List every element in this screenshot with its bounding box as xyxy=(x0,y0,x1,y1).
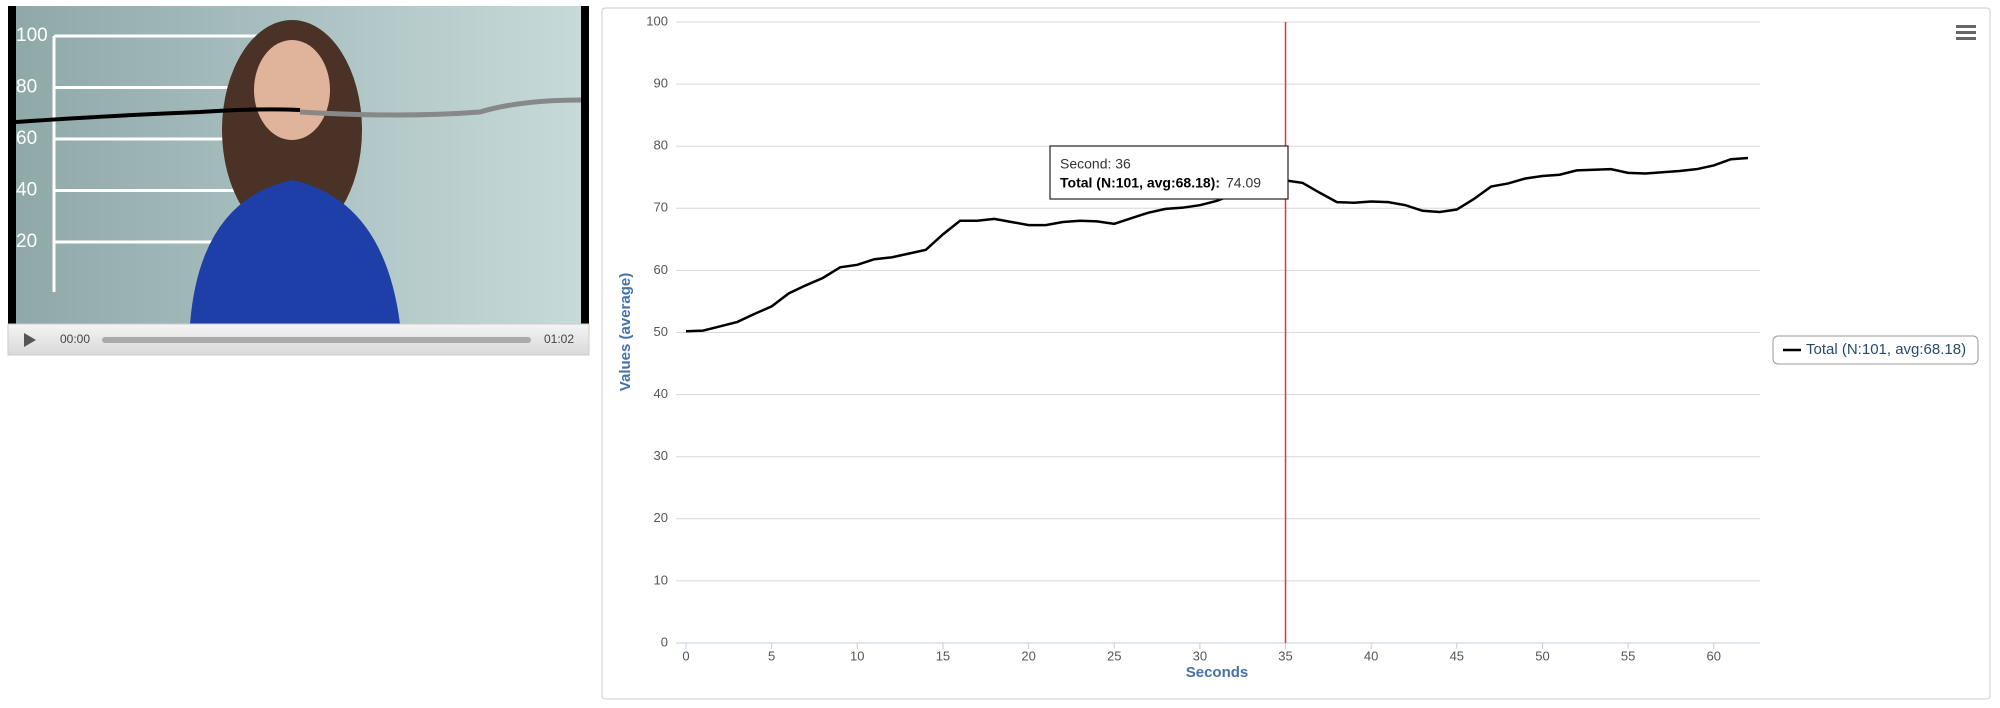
x-tick-label: 60 xyxy=(1707,648,1721,663)
series-line xyxy=(685,156,1749,333)
y-tick-label: 0 xyxy=(661,634,668,649)
overlay-label: 100 xyxy=(16,25,48,46)
x-tick-label: 55 xyxy=(1621,648,1635,663)
x-tick-label: 0 xyxy=(682,648,689,663)
legend-label[interactable]: Total (N:101, avg:68.18) xyxy=(1806,341,1966,358)
x-tick-label: 25 xyxy=(1107,648,1121,663)
duration: 01:02 xyxy=(544,332,574,346)
y-tick-label: 50 xyxy=(654,324,668,339)
overlay-label: 60 xyxy=(16,128,37,149)
y-tick-label: 90 xyxy=(654,76,668,91)
play-button[interactable] xyxy=(24,333,36,347)
overlay-label: 40 xyxy=(16,180,37,201)
video-line xyxy=(299,97,582,118)
y-tick-label: 10 xyxy=(654,572,668,587)
x-tick-label: 50 xyxy=(1535,648,1549,663)
menu-button[interactable] xyxy=(1956,25,1976,40)
video-line xyxy=(15,107,301,124)
menu-bar xyxy=(1956,25,1976,28)
x-axis-title: Seconds xyxy=(1186,664,1249,681)
menu-bar xyxy=(1956,31,1976,34)
tooltip-title: Second: 36 xyxy=(1060,156,1131,172)
y-tick-label: 30 xyxy=(654,448,668,463)
legend-box xyxy=(1772,335,1979,365)
overlay-label: 20 xyxy=(16,231,37,252)
x-tick-label: 45 xyxy=(1450,648,1464,663)
chart-panel xyxy=(601,7,1991,700)
overlay-label: 80 xyxy=(16,77,37,98)
menu-bar xyxy=(1956,37,1976,40)
y-axis-title: Values (average) xyxy=(617,273,634,391)
tooltip-value: 74.09 xyxy=(1226,175,1261,191)
person-dress xyxy=(190,180,400,324)
current-time: 00:00 xyxy=(60,332,90,346)
x-tick-label: 35 xyxy=(1278,648,1292,663)
seek-bar[interactable] xyxy=(102,337,531,343)
x-tick-label: 30 xyxy=(1193,648,1207,663)
y-tick-label: 20 xyxy=(654,510,668,525)
y-tick-label: 60 xyxy=(654,262,668,277)
y-tick-label: 70 xyxy=(654,200,668,215)
y-tick-label: 80 xyxy=(654,138,668,153)
x-tick-label: 15 xyxy=(936,648,950,663)
x-tick-label: 5 xyxy=(768,648,775,663)
y-tick-label: 40 xyxy=(654,386,668,401)
tooltip-box xyxy=(1049,145,1289,200)
x-tick-label: 40 xyxy=(1364,648,1378,663)
x-tick-label: 20 xyxy=(1021,648,1035,663)
y-tick-label: 100 xyxy=(646,13,668,28)
x-tick-label: 10 xyxy=(850,648,864,663)
tooltip-label: Total (N:101, avg:68.18): xyxy=(1060,175,1220,191)
person-face xyxy=(254,40,330,140)
video-player: 100 80 60 40 20 00:00 01:02 xyxy=(7,6,590,356)
